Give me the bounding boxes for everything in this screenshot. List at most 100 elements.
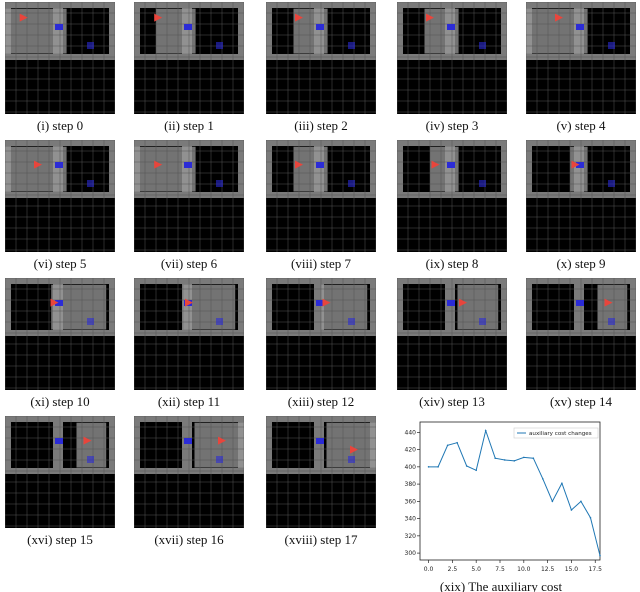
agent-marker [50,298,59,307]
grid-thumbnail [397,2,507,114]
panel-caption: (xvii) step 16 [154,532,224,547]
data-point [503,459,506,461]
room-right [324,8,370,54]
data-point [513,460,516,462]
room-right [63,146,109,192]
data-point [465,465,468,467]
x-tick-label: 15.0 [565,566,579,573]
panel-caption: (xiii) step 12 [287,394,355,409]
door-marker [55,438,63,444]
room-left [140,284,182,330]
x-tick-label: 5.0 [471,566,481,573]
agent-marker [571,160,580,169]
x-tick-label: 7.5 [495,566,505,573]
panel-caption: (vii) step 6 [160,256,218,271]
goal-marker [87,42,94,49]
goal-marker [348,180,355,187]
agent-marker [459,298,467,307]
data-point [542,478,544,480]
door-marker [55,300,63,306]
agent-marker [218,436,226,445]
panel-caption: (iv) step 3 [425,118,479,133]
room-left [532,146,574,192]
panel-caption: (v) step 4 [556,118,606,133]
agent-marker [426,13,434,22]
grid-thumbnail [134,416,244,528]
grid-thumbnail [526,2,636,114]
legend-box [513,427,599,439]
x-tick-label: 2.5 [448,566,458,573]
data-point [484,429,487,432]
room-left [140,422,182,468]
door-marker [576,162,584,168]
visible-area [51,284,107,330]
data-point [570,509,573,511]
grid-thumbnail [526,140,636,252]
goal-marker [608,318,615,325]
visible-area [424,8,459,54]
goal-marker [348,42,355,49]
data-point [446,444,449,447]
room-left [11,284,53,330]
series-line [428,428,601,556]
panel-caption: (vi) step 5 [33,256,87,271]
door-marker [576,24,584,30]
data-point [494,457,497,460]
data-point [580,500,582,503]
grid-thumbnail [266,140,376,252]
agent-marker [34,160,42,169]
door-marker [55,162,63,168]
door-marker [184,24,192,30]
agent-marker [295,13,303,22]
agent-marker [555,13,563,22]
data-point [599,554,601,557]
room-right [455,146,501,192]
room-right [192,146,238,192]
goal-marker [87,456,94,463]
panel-caption: (xi) step 10 [30,394,90,409]
goal-marker [479,318,486,325]
data-point [589,516,592,519]
panel-caption: (xvi) step 15 [27,532,93,547]
room-left [272,422,314,468]
grid-thumbnail [266,416,376,528]
data-point [437,466,439,468]
goal-marker [216,456,223,463]
agent-marker [19,13,28,22]
visible-area [5,146,67,192]
panel-caption: (xii) step 11 [157,394,221,409]
data-point [561,482,563,485]
data-point [551,500,554,503]
door-marker [184,438,192,444]
chart-svg: 0.0 2.5 5.0 7.5 10.0 12.5 15.0 17.5 300 320 340 360… [405,421,602,573]
data-point [456,441,458,444]
y-tick-label: 380 [405,481,417,488]
goal-marker [216,42,223,49]
room-left [403,284,445,330]
data-point [523,456,525,459]
visible-area [293,146,328,192]
door-marker [184,162,192,168]
goal-marker [348,456,355,463]
door-marker [447,162,455,168]
room-right [324,146,370,192]
room-left [11,422,53,468]
agent-marker [83,436,92,445]
chart-caption: (xix) The auxiliary cost [439,580,563,592]
panel-caption: (xviii) step 17 [284,532,358,547]
door-marker [447,24,455,30]
grid-thumbnail [134,2,244,114]
visible-area [5,8,67,54]
y-tick-label: 300 [405,550,417,557]
visible-area [321,284,368,330]
door-marker [316,300,324,306]
y-tick-label: 320 [405,533,417,540]
goal-marker [479,42,486,49]
grid-thumbnail [5,278,115,390]
grid-thumbnail [526,278,636,390]
x-tick-label: 12.5 [541,566,555,573]
agent-marker [431,160,440,169]
goal-marker [216,318,223,325]
panel-caption: (xv) step 14 [549,394,613,409]
grid-thumbnail [5,140,115,252]
